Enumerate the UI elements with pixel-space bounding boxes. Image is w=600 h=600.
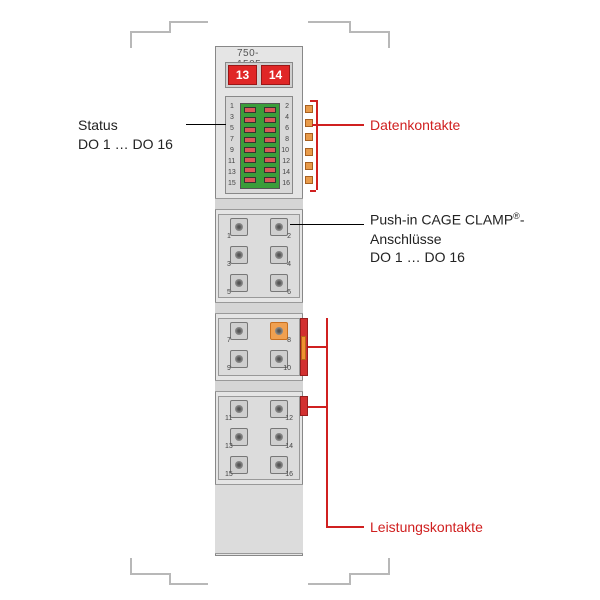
led — [264, 137, 276, 143]
terminal — [230, 218, 248, 236]
led — [244, 127, 256, 133]
terminal — [270, 274, 288, 292]
terminal — [230, 322, 248, 340]
data-contact — [305, 105, 313, 113]
led — [244, 137, 256, 143]
led — [244, 107, 256, 113]
tab-14: 14 — [261, 65, 290, 85]
led — [264, 177, 276, 183]
terminal — [230, 274, 248, 292]
terminal-section-c: 1112 1314 1516 — [218, 396, 300, 480]
leader-line — [186, 124, 226, 125]
led — [244, 147, 256, 153]
terminal — [230, 400, 248, 418]
terminal — [230, 350, 248, 368]
leader-line-red — [308, 406, 326, 408]
data-contact — [305, 162, 313, 170]
terminal-section-a: 12 34 56 — [218, 214, 300, 298]
section-divider — [215, 302, 303, 314]
data-contact — [305, 133, 313, 141]
terminal — [270, 246, 288, 264]
leader-line-red — [326, 526, 364, 528]
led — [244, 157, 256, 163]
terminal — [270, 218, 288, 236]
data-contacts — [305, 102, 313, 187]
release-tabs: 13 14 — [225, 62, 293, 88]
io-module: 750-1505 13 14 12 34 56 78 910 1112 1314… — [215, 46, 303, 556]
led — [244, 167, 256, 173]
leader-bracket-red — [316, 100, 318, 190]
leader-line — [290, 224, 364, 225]
led — [264, 147, 276, 153]
section-divider — [215, 198, 303, 210]
section-divider — [215, 380, 303, 392]
leader-tick-red — [310, 100, 316, 102]
tab-13: 13 — [228, 65, 257, 85]
led — [264, 127, 276, 133]
data-contact — [305, 148, 313, 156]
led — [244, 117, 256, 123]
leader-line-red — [308, 346, 326, 348]
led — [264, 117, 276, 123]
power-contact-bracket — [300, 396, 308, 416]
power-contact-orange — [301, 336, 306, 360]
leader-line-red — [312, 124, 364, 126]
leader-bracket-red — [326, 318, 328, 526]
terminal — [230, 246, 248, 264]
callout-power-contacts: Leistungskontakte — [370, 518, 483, 537]
callout-status: Status DO 1 … DO 16 — [78, 116, 173, 154]
led — [264, 107, 276, 113]
leader-tick-red — [310, 190, 316, 192]
terminal-orange — [270, 322, 288, 340]
led-area — [240, 103, 280, 189]
terminal-section-b: 78 910 — [218, 318, 300, 376]
status-led-block: 12 34 56 78 910 1112 1314 1516 — [225, 96, 293, 194]
led — [264, 167, 276, 173]
led — [264, 157, 276, 163]
callout-pushin: Push-in CAGE CLAMP®- Anschlüsse DO 1 … D… — [370, 210, 524, 267]
module-bottom — [215, 484, 303, 554]
led — [244, 177, 256, 183]
callout-data-contacts: Datenkontakte — [370, 116, 460, 135]
data-contact — [305, 176, 313, 184]
